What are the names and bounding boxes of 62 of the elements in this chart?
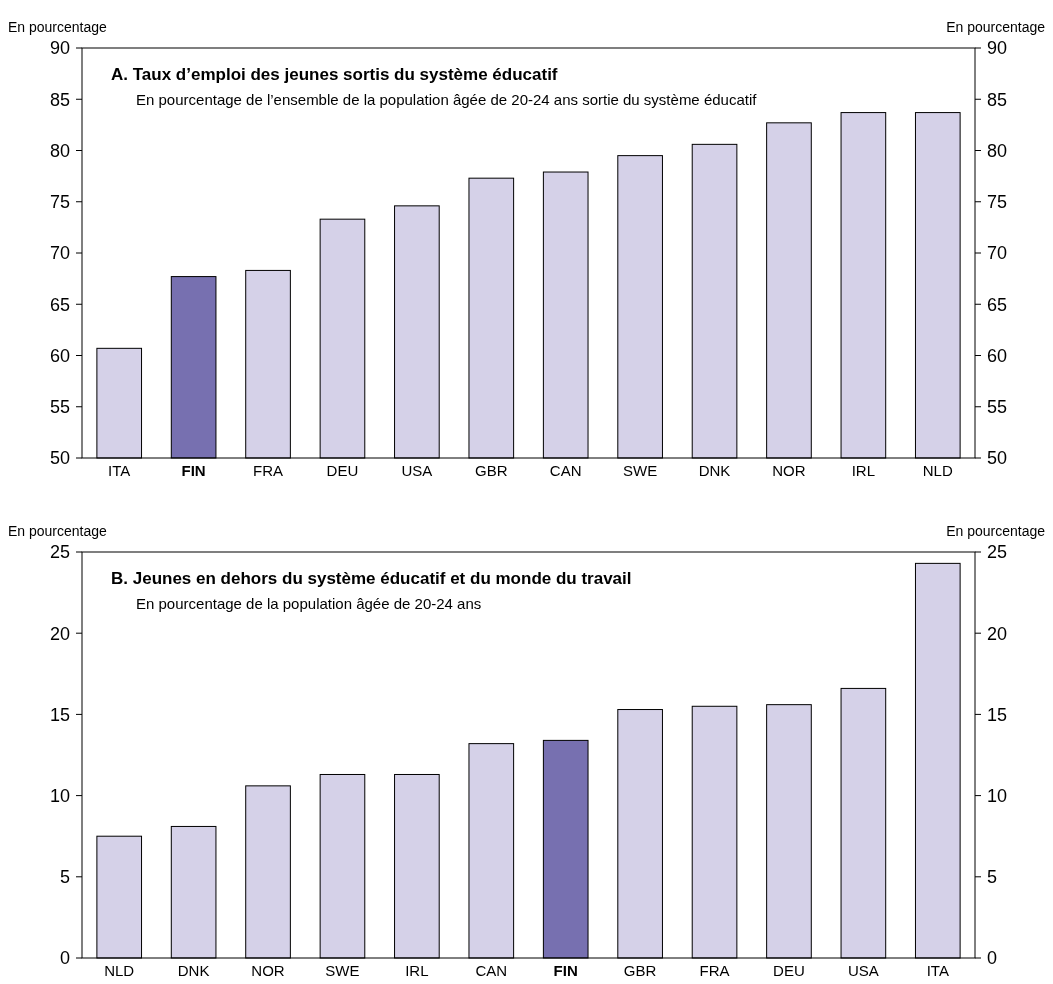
x-tick-label: FIN: [181, 462, 206, 479]
x-tick-label: IRL: [851, 462, 876, 479]
y2-tick-label: 80: [987, 140, 1008, 161]
y-tick-label: 5: [59, 867, 70, 888]
y-tick-label: 85: [49, 89, 70, 110]
x-tick-label: DEU: [326, 462, 359, 479]
y-tick-label: 70: [49, 243, 70, 264]
x-tick-label: FRA: [253, 462, 284, 479]
y2-tick-label: 0: [987, 948, 998, 969]
y-tick-label: 50: [49, 448, 70, 469]
x-tick-label: CAN: [549, 462, 582, 479]
x-tick-label: NLD: [922, 462, 953, 479]
y-tick-label: 90: [49, 38, 70, 59]
y-tick-label: 15: [49, 704, 70, 725]
x-tick-label: USA: [847, 962, 879, 979]
x-tick-label: USA: [401, 462, 433, 479]
x-tick-label: NOR: [772, 462, 806, 479]
x-tick-label: SWE: [325, 962, 360, 979]
y-tick-label: 10: [49, 785, 70, 806]
y2-tick-label: 15: [987, 704, 1008, 725]
x-tick-label: DNK: [177, 962, 210, 979]
y-tick-label: 25: [49, 542, 70, 563]
y2-tick-label: 75: [987, 192, 1008, 213]
y-tick-label: 60: [49, 345, 70, 366]
y2-tick-label: 55: [987, 397, 1008, 418]
y2-tick-label: 10: [987, 785, 1008, 806]
x-tick-label: GBR: [475, 462, 508, 479]
x-tick-label: GBR: [623, 962, 657, 979]
y2-tick-label: 20: [987, 623, 1008, 644]
text: En pourcentage de la population âgée de 20-24 ans: [136, 595, 482, 612]
text: En pourcentage de l’ensemble de la population âgée de 20-24 ans sortie du système éducatif: [136, 91, 758, 108]
y2-tick-label: 25: [987, 542, 1008, 563]
x-tick-label: DEU: [773, 962, 805, 979]
y2-tick-label: 50: [987, 448, 1008, 469]
x-tick-label: NLD: [104, 962, 135, 979]
x-tick-label: ITA: [108, 462, 131, 479]
x-tick-label: FIN: [553, 962, 578, 979]
x-tick-label: DNK: [698, 462, 731, 479]
x-tick-label: IRL: [405, 962, 429, 979]
x-tick-label: CAN: [475, 962, 508, 979]
text: A. Taux d’emploi des jeunes sortis du système éducatif: [111, 65, 558, 84]
y-tick-label: 20: [49, 623, 70, 644]
y-axis-title: En pourcentage: [8, 523, 108, 539]
y-tick-label: 0: [59, 948, 70, 969]
y2-axis-title: En pourcentage: [946, 523, 1046, 539]
y-tick-label: 80: [49, 140, 70, 161]
y2-tick-label: 65: [987, 294, 1008, 315]
y2-tick-label: 85: [987, 89, 1008, 110]
y2-tick-label: 70: [987, 243, 1008, 264]
x-tick-label: SWE: [623, 462, 658, 479]
y2-axis-title: En pourcentage: [946, 19, 1046, 35]
text: B. Jeunes en dehors du système éducatif et du monde du travail: [111, 569, 632, 588]
y-tick-label: 75: [49, 192, 70, 213]
x-tick-label: NOR: [251, 962, 285, 979]
y2-tick-label: 5: [987, 867, 998, 888]
y-tick-label: 65: [49, 294, 70, 315]
y2-tick-label: 60: [987, 345, 1008, 366]
x-tick-label: ITA: [926, 962, 949, 979]
x-tick-label: FRA: [699, 962, 730, 979]
y-axis-title: En pourcentage: [8, 19, 108, 35]
y2-tick-label: 90: [987, 38, 1008, 59]
y-tick-label: 55: [49, 397, 70, 418]
